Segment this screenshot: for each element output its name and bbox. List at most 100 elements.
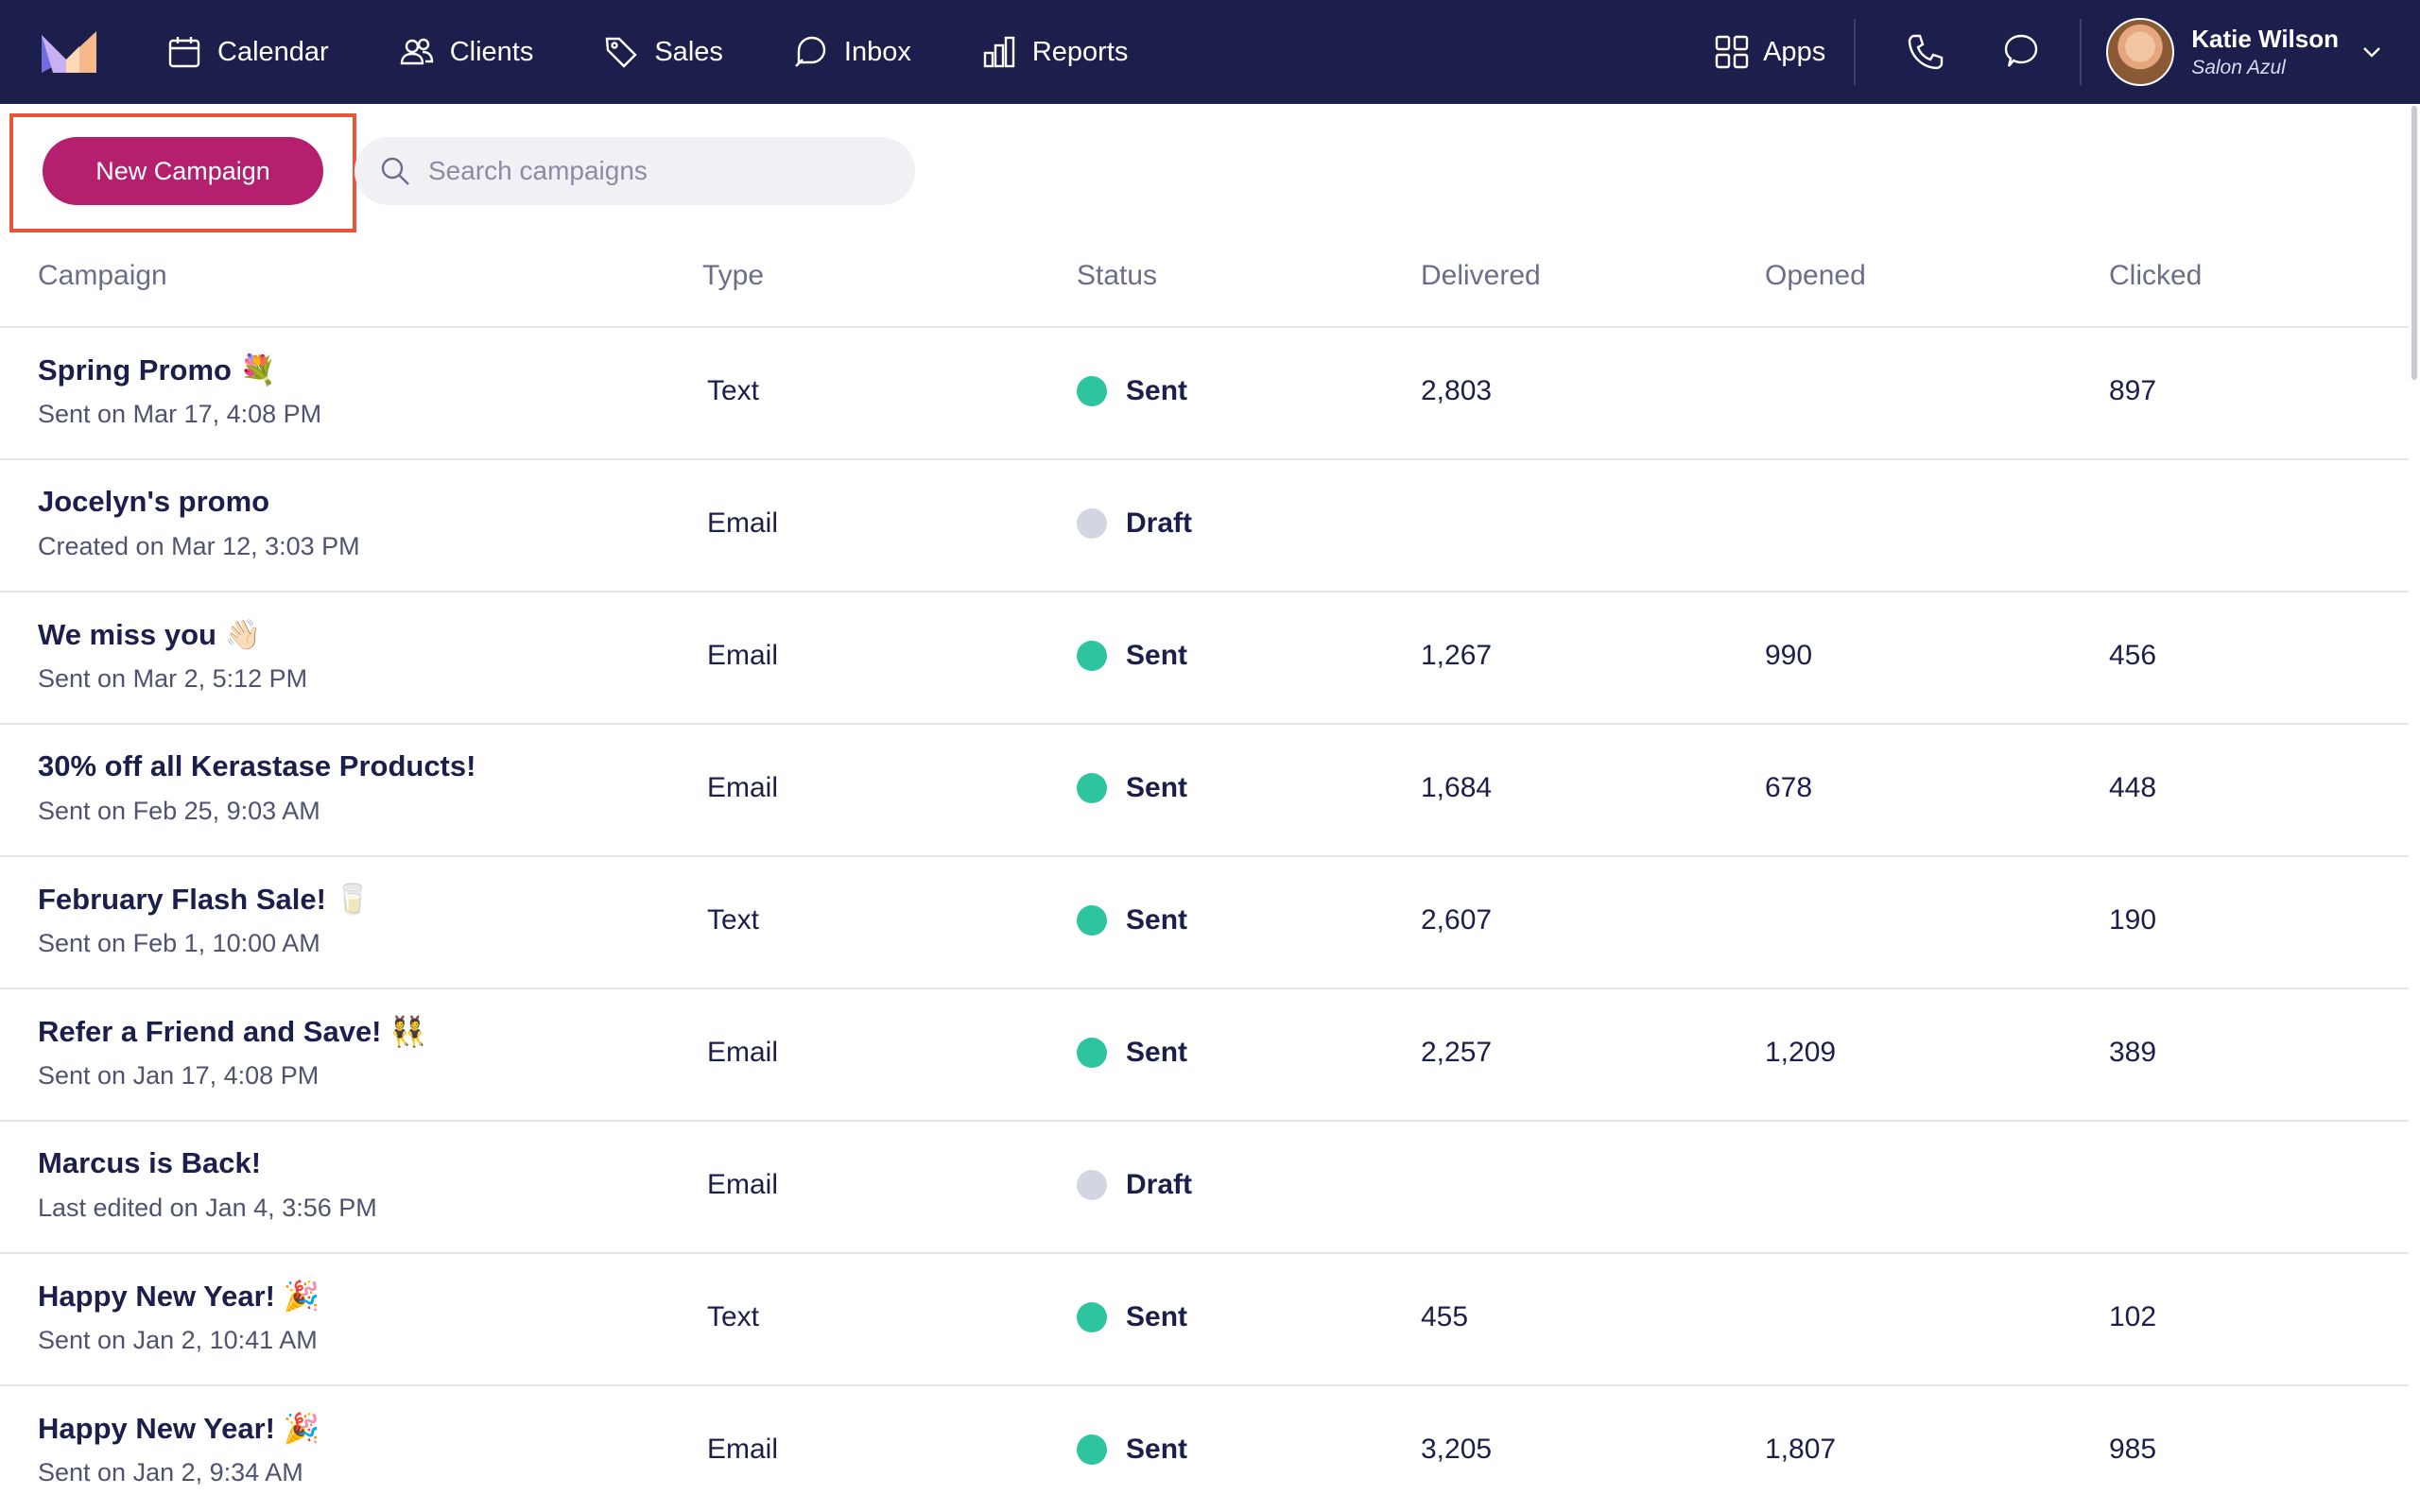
user-salon: Salon Azul xyxy=(2191,57,2286,78)
status-dot xyxy=(1077,508,1107,539)
nav-right-group: Apps Katie Wilson Salon Azul xyxy=(1714,0,2420,104)
campaign-date: Sent on Jan 17, 4:08 PM xyxy=(38,1061,320,1090)
table-row[interactable]: Happy New Year! 🎉 Sent on Jan 2, 9:34 AM… xyxy=(0,1386,2409,1512)
delivered-count: 1,684 xyxy=(1421,772,1493,803)
avatar[interactable] xyxy=(2106,18,2175,86)
status-dot xyxy=(1077,376,1107,406)
header-opened[interactable]: Opened xyxy=(1765,260,1866,291)
delivered-count: 455 xyxy=(1421,1301,1469,1332)
status-dot xyxy=(1077,905,1107,936)
nav-clients[interactable]: Clients xyxy=(399,0,533,104)
nav-sales[interactable]: Sales xyxy=(603,0,723,104)
opened-count: 678 xyxy=(1765,772,1813,803)
nav-divider xyxy=(2080,19,2083,85)
campaign-date: Sent on Mar 2, 5:12 PM xyxy=(38,664,308,693)
table-row[interactable]: February Flash Sale! 🥛 Sent on Feb 1, 10… xyxy=(0,857,2409,989)
phone-icon xyxy=(1909,34,1944,70)
opened-count: 990 xyxy=(1765,640,1813,671)
table-row[interactable]: Marcus is Back! Last edited on Jan 4, 3:… xyxy=(0,1122,2409,1254)
table-row[interactable]: Jocelyn's promo Created on Mar 12, 3:03 … xyxy=(0,460,2409,593)
user-menu[interactable]: Katie Wilson Salon Azul xyxy=(2191,23,2339,81)
campaign-type: Text xyxy=(707,904,760,936)
brand-logo[interactable] xyxy=(42,31,96,73)
status-label: Sent xyxy=(1126,904,1188,936)
clicked-count: 190 xyxy=(2109,904,2157,936)
nav-calendar-label: Calendar xyxy=(217,36,329,67)
nav-calendar[interactable]: Calendar xyxy=(166,0,329,104)
search-icon xyxy=(381,157,409,185)
search-box[interactable] xyxy=(354,137,915,205)
clicked-count: 456 xyxy=(2109,640,2157,671)
status-badge: Sent xyxy=(1077,1301,1187,1333)
campaign-type: Email xyxy=(707,507,779,539)
nav-divider xyxy=(1854,19,1857,85)
campaign-date: Sent on Mar 17, 4:08 PM xyxy=(38,400,322,428)
header-status[interactable]: Status xyxy=(1077,260,1158,291)
clients-icon xyxy=(400,38,433,65)
campaign-name: Marcus is Back! xyxy=(38,1146,262,1179)
nav-inbox[interactable]: Inbox xyxy=(793,0,911,104)
table-row[interactable]: We miss you 👋🏻 Sent on Mar 2, 5:12 PM Em… xyxy=(0,593,2409,725)
campaign-type: Email xyxy=(707,1037,779,1068)
nav-reports[interactable]: Reports xyxy=(981,0,1129,104)
campaign-date: Sent on Jan 2, 10:41 AM xyxy=(38,1326,318,1354)
nav-reports-label: Reports xyxy=(1031,36,1129,67)
new-campaign-button[interactable]: New Campaign xyxy=(43,137,323,205)
table-row[interactable]: Happy New Year! 🎉 Sent on Jan 2, 10:41 A… xyxy=(0,1254,2409,1386)
user-name: Katie Wilson xyxy=(2191,25,2339,53)
chevron-down-icon[interactable] xyxy=(2360,40,2384,64)
status-dot xyxy=(1077,773,1107,803)
header-type[interactable]: Type xyxy=(702,260,765,291)
campaign-type: Email xyxy=(707,1434,779,1465)
opened-count: 1,209 xyxy=(1765,1037,1837,1068)
campaign-type: Email xyxy=(707,772,779,803)
calendar-icon xyxy=(168,37,200,68)
status-label: Sent xyxy=(1126,1037,1188,1068)
delivered-count: 2,257 xyxy=(1421,1037,1493,1068)
clicked-count: 448 xyxy=(2109,772,2157,803)
status-badge: Sent xyxy=(1077,1037,1187,1069)
campaign-date: Last edited on Jan 4, 3:56 PM xyxy=(38,1194,377,1222)
apps-grid-icon xyxy=(1715,35,1749,69)
delivered-count: 1,267 xyxy=(1421,640,1493,671)
table-row[interactable]: 30% off all Kerastase Products! Sent on … xyxy=(0,725,2409,857)
chat-button[interactable] xyxy=(2000,31,2042,73)
header-delivered[interactable]: Delivered xyxy=(1421,260,1541,291)
scrollbar[interactable] xyxy=(2409,104,2420,1512)
status-label: Draft xyxy=(1126,1169,1193,1200)
tag-icon xyxy=(606,37,638,68)
campaign-name: 30% off all Kerastase Products! xyxy=(38,749,476,782)
phone-button[interactable] xyxy=(1905,31,1946,73)
header-clicked[interactable]: Clicked xyxy=(2109,260,2203,291)
header-campaign[interactable]: Campaign xyxy=(38,260,167,291)
status-dot xyxy=(1077,1170,1107,1200)
campaign-type: Text xyxy=(707,375,760,406)
status-label: Sent xyxy=(1126,1434,1188,1465)
status-badge: Sent xyxy=(1077,1434,1187,1466)
search-input[interactable] xyxy=(428,156,882,186)
campaign-name: Spring Promo 💐 xyxy=(38,353,277,387)
table-row[interactable]: Spring Promo 💐 Sent on Mar 17, 4:08 PM T… xyxy=(0,328,2409,460)
campaign-list: Spring Promo 💐 Sent on Mar 17, 4:08 PM T… xyxy=(0,328,2409,1512)
clicked-count: 897 xyxy=(2109,375,2157,406)
campaign-date: Created on Mar 12, 3:03 PM xyxy=(38,532,360,560)
campaign-name: Happy New Year! 🎉 xyxy=(38,1412,320,1445)
nav-inbox-label: Inbox xyxy=(843,36,911,67)
status-dot xyxy=(1077,1302,1107,1332)
campaign-name: Happy New Year! 🎉 xyxy=(38,1280,320,1313)
delivered-count: 2,803 xyxy=(1421,375,1493,406)
status-badge: Sent xyxy=(1077,640,1187,672)
campaign-type: Email xyxy=(707,640,779,671)
status-badge: Sent xyxy=(1077,772,1187,804)
campaign-name: We miss you 👋🏻 xyxy=(38,618,262,651)
status-badge: Sent xyxy=(1077,904,1187,936)
main-nav: Calendar Clients Sales Inbox xyxy=(166,0,1198,104)
inbox-icon xyxy=(795,36,826,67)
status-badge: Sent xyxy=(1077,375,1187,407)
table-row[interactable]: Refer a Friend and Save! 👯 Sent on Jan 1… xyxy=(0,989,2409,1122)
table-header: Campaign Type Status Delivered Opened Cl… xyxy=(0,241,2409,328)
clicked-count: 102 xyxy=(2109,1301,2157,1332)
apps-menu[interactable]: Apps xyxy=(1714,34,1825,70)
scrollbar-thumb[interactable] xyxy=(2411,106,2417,380)
status-dot xyxy=(1077,1435,1107,1465)
